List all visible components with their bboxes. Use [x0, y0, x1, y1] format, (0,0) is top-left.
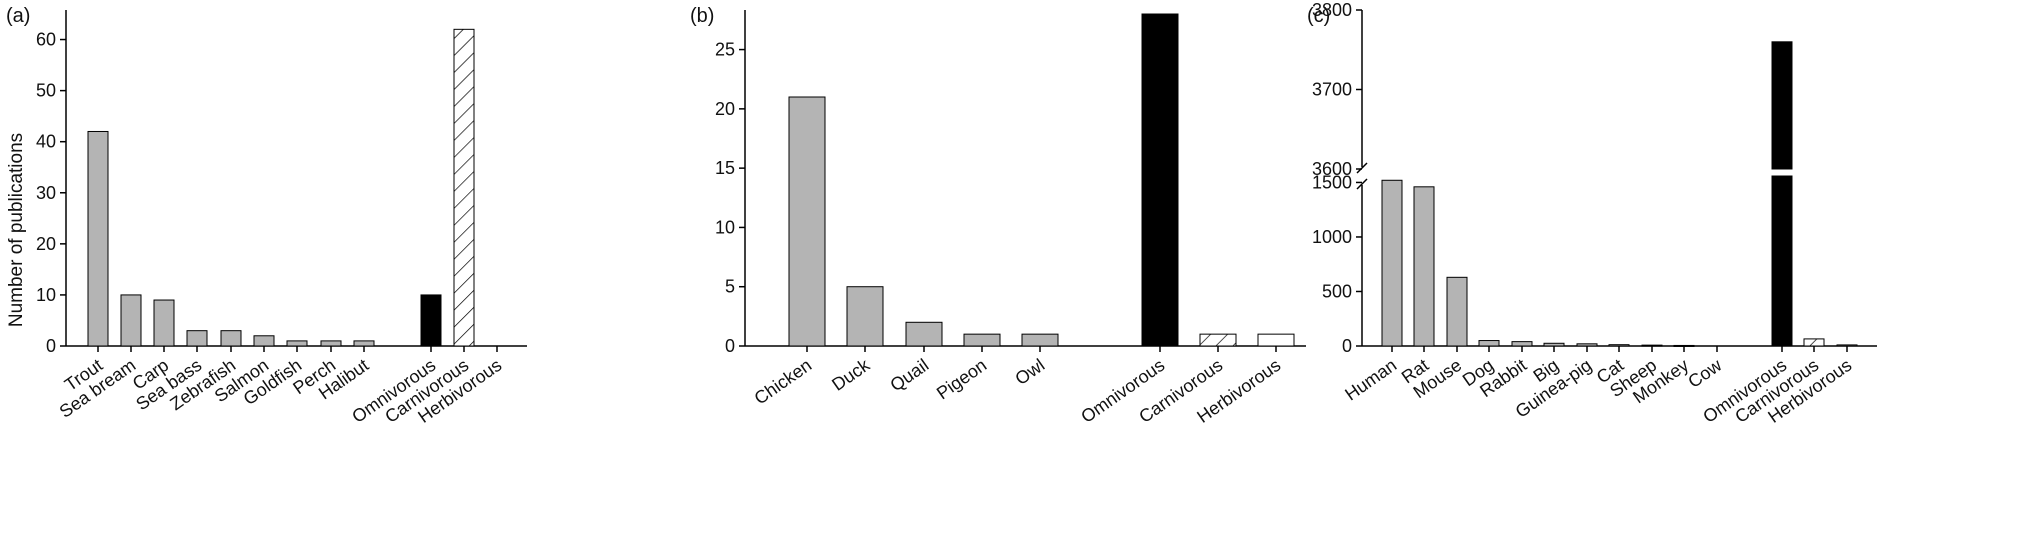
- bar-omnivorous-lower: [1771, 175, 1793, 347]
- bar-zebrafish: [220, 330, 242, 347]
- panel-c-chart: (c) 3600 3700 3800 0 500 1000 1500 HumanRatMou…: [1307, 0, 1877, 427]
- x-label-duck: Duck: [828, 354, 874, 394]
- panel-b-label: (b): [690, 5, 714, 27]
- bar-human: [1381, 179, 1403, 347]
- panel-a-label: (a): [6, 5, 30, 27]
- panel-a-bars: [87, 28, 475, 347]
- x-label-pigeon: Pigeon: [933, 355, 990, 404]
- y-tick-label: 15: [715, 158, 735, 178]
- y-tick-label: 10: [36, 285, 56, 305]
- panel-b-bars: [788, 13, 1295, 347]
- bar-big: [1543, 342, 1565, 347]
- panel-b-chart: (b) 0 5 10 15 20 25 Chicken Duck Quail Pigeon Owl…: [690, 5, 1306, 427]
- bar-quail: [905, 321, 943, 347]
- bar-herbivorous: [1257, 333, 1295, 347]
- bar-carnivorous: [1199, 333, 1237, 347]
- bar-monkey: [1673, 344, 1695, 347]
- bar-carp: [153, 299, 175, 347]
- bar-carnivorous: [453, 28, 475, 347]
- y-tick-label: 5: [725, 277, 735, 297]
- y-tick-label: 3700: [1312, 80, 1352, 100]
- y-tick-label: 1500: [1312, 172, 1352, 192]
- bar-salmon: [253, 335, 275, 347]
- bar-pigeon: [963, 333, 1001, 347]
- y-tick-label: 30: [36, 183, 56, 203]
- x-label-cow: Cow: [1684, 354, 1726, 392]
- y-tick-label: 10: [715, 217, 735, 237]
- x-label-human: Human: [1341, 355, 1400, 405]
- bar-omnivorous-upper: [1771, 41, 1793, 170]
- panel-c-label: (c): [1307, 5, 1330, 27]
- bar-dog: [1478, 340, 1500, 347]
- y-tick-label: 0: [725, 336, 735, 356]
- axis-break-mark: [1356, 178, 1368, 190]
- y-tick-label: 25: [715, 40, 735, 60]
- bar-duck: [846, 286, 884, 347]
- y-tick-label: 40: [36, 132, 56, 152]
- bar-cat: [1608, 344, 1630, 347]
- panel-a-y-axis-title: Number of publications: [6, 133, 27, 327]
- x-label-owl: Owl: [1011, 355, 1048, 389]
- bar-guinea-pig: [1576, 343, 1598, 347]
- panel-a-y-axis: 0 10 20 30 40 50 60: [36, 10, 527, 356]
- panel-a-chart: (a) Number of publications 0 10 20 30 40 50 60…: [6, 5, 527, 427]
- bar-owl: [1021, 333, 1059, 347]
- bar-sheep: [1641, 344, 1663, 347]
- bar-rabbit: [1511, 341, 1533, 347]
- axis-break-mark: [1356, 162, 1368, 174]
- y-tick-label: 3800: [1312, 0, 1352, 20]
- bar-herbivorous: [1836, 344, 1858, 347]
- x-label-quail: Quail: [886, 355, 932, 395]
- y-tick-label: 50: [36, 81, 56, 101]
- y-tick-label: 20: [36, 234, 56, 254]
- x-label-chicken: Chicken: [751, 355, 816, 409]
- panel-c-bars: [1381, 41, 1858, 347]
- y-tick-label: 20: [715, 99, 735, 119]
- bar-sea-bream: [120, 294, 142, 347]
- y-tick-label: 3600: [1312, 159, 1352, 179]
- bar-carnivorous: [1803, 338, 1825, 347]
- bar-mouse: [1446, 276, 1468, 347]
- y-tick-label: 1000: [1312, 227, 1352, 247]
- bar-chicken: [788, 96, 826, 347]
- bar-perch: [320, 340, 342, 347]
- y-tick-label: 0: [1342, 336, 1352, 356]
- bar-trout: [87, 130, 109, 347]
- y-tick-label: 0: [46, 336, 56, 356]
- y-tick-label: 60: [36, 30, 56, 50]
- bar-omnivorous: [420, 294, 442, 347]
- bar-halibut: [353, 340, 375, 347]
- bar-sea-bass: [186, 330, 208, 347]
- bar-rat: [1413, 186, 1435, 347]
- panel-b-x-labels: Chicken Duck Quail Pigeon Owl OmnivorousCarni…: [751, 354, 1285, 427]
- y-tick-label: 500: [1322, 281, 1352, 301]
- bar-goldfish: [286, 340, 308, 347]
- bar-omnivorous: [1141, 13, 1179, 347]
